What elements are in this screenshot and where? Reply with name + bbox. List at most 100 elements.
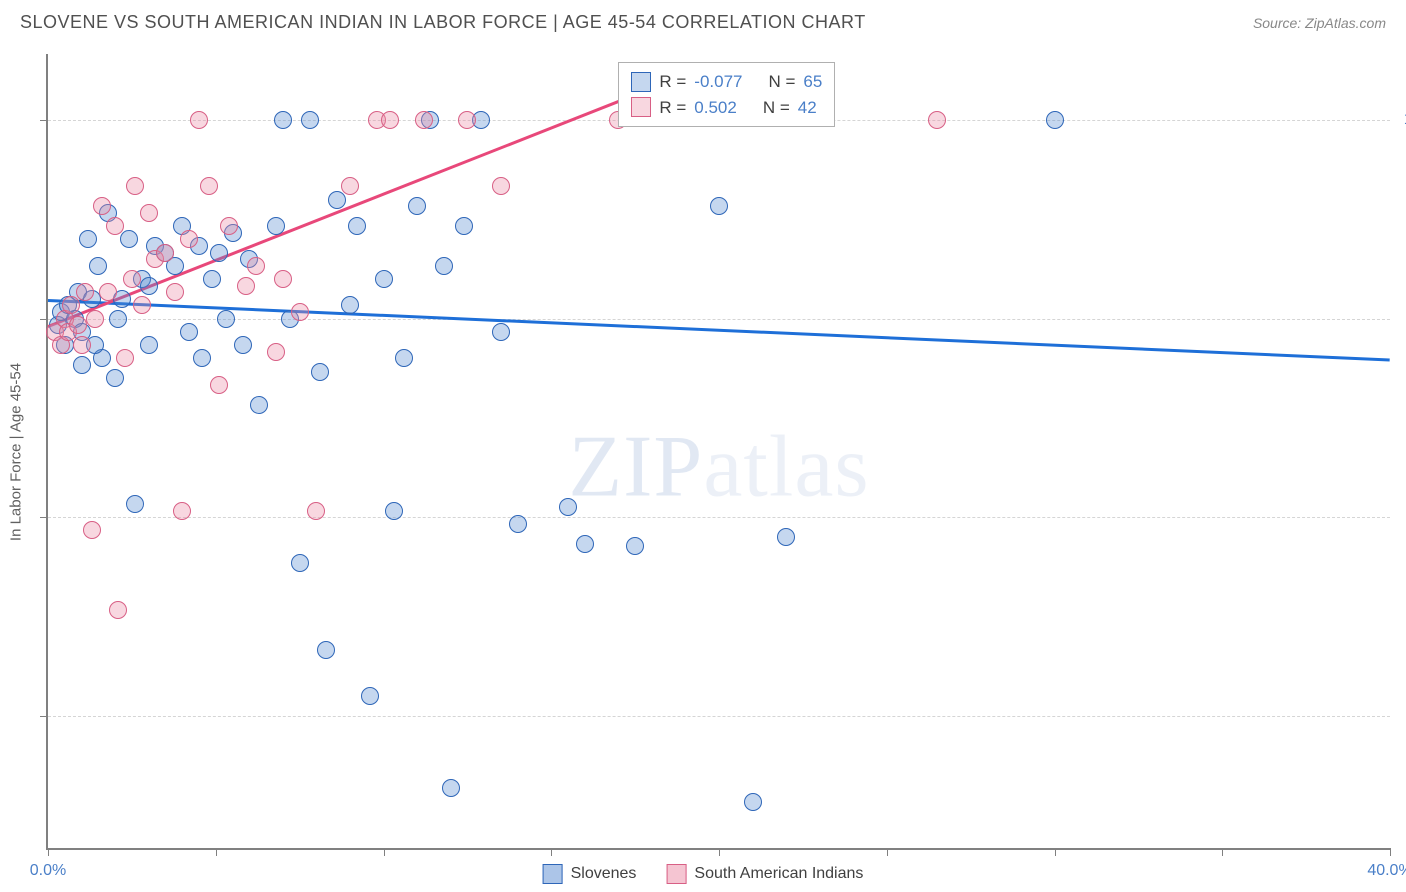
legend-swatch bbox=[666, 864, 686, 884]
gridline-h bbox=[48, 716, 1390, 717]
data-point bbox=[408, 197, 426, 215]
data-point bbox=[140, 336, 158, 354]
trend-line bbox=[48, 94, 636, 328]
y-tick bbox=[40, 319, 48, 320]
data-point bbox=[62, 296, 80, 314]
data-point bbox=[415, 111, 433, 129]
plot-area: ZIPatlas 55.0%70.0%85.0%100.0%0.0%40.0%R… bbox=[46, 54, 1390, 850]
data-point bbox=[559, 498, 577, 516]
watermark-bold: ZIP bbox=[568, 418, 703, 515]
chart-source: Source: ZipAtlas.com bbox=[1253, 15, 1386, 31]
data-point bbox=[79, 230, 97, 248]
data-point bbox=[385, 502, 403, 520]
data-point bbox=[73, 356, 91, 374]
y-axis-label: In Labor Force | Age 45-54 bbox=[8, 363, 25, 541]
data-point bbox=[492, 177, 510, 195]
data-point bbox=[274, 270, 292, 288]
data-point bbox=[180, 323, 198, 341]
data-point bbox=[86, 310, 104, 328]
corr-r-value: -0.077 bbox=[694, 69, 742, 95]
data-point bbox=[509, 515, 527, 533]
corr-n-value: 65 bbox=[803, 69, 822, 95]
data-point bbox=[173, 502, 191, 520]
data-point bbox=[267, 217, 285, 235]
x-tick bbox=[1222, 848, 1223, 856]
data-point bbox=[237, 277, 255, 295]
data-point bbox=[435, 257, 453, 275]
data-point bbox=[710, 197, 728, 215]
data-point bbox=[328, 191, 346, 209]
data-point bbox=[777, 528, 795, 546]
watermark-light: atlas bbox=[703, 418, 869, 515]
data-point bbox=[140, 277, 158, 295]
chart-title: SLOVENE VS SOUTH AMERICAN INDIAN IN LABO… bbox=[20, 12, 866, 33]
data-point bbox=[190, 111, 208, 129]
data-point bbox=[99, 283, 117, 301]
x-tick-label: 40.0% bbox=[1367, 862, 1406, 880]
data-point bbox=[928, 111, 946, 129]
data-point bbox=[381, 111, 399, 129]
data-point bbox=[210, 376, 228, 394]
data-point bbox=[341, 296, 359, 314]
data-point bbox=[395, 349, 413, 367]
x-tick bbox=[1390, 848, 1391, 856]
data-point bbox=[89, 257, 107, 275]
legend-swatch bbox=[543, 864, 563, 884]
data-point bbox=[126, 177, 144, 195]
legend-item: South American Indians bbox=[666, 864, 863, 884]
data-point bbox=[455, 217, 473, 235]
data-point bbox=[203, 270, 221, 288]
data-point bbox=[116, 349, 134, 367]
corr-n-label: N = bbox=[763, 95, 790, 121]
data-point bbox=[180, 230, 198, 248]
data-point bbox=[123, 270, 141, 288]
data-point bbox=[576, 535, 594, 553]
data-point bbox=[69, 316, 87, 334]
legend-label: Slovenes bbox=[571, 865, 637, 883]
legend: Slovenes South American Indians bbox=[543, 864, 864, 884]
x-tick bbox=[216, 848, 217, 856]
chart-container: In Labor Force | Age 45-54 ZIPatlas 55.0… bbox=[46, 54, 1390, 850]
gridline-h bbox=[48, 517, 1390, 518]
data-point bbox=[375, 270, 393, 288]
data-point bbox=[210, 244, 228, 262]
data-point bbox=[234, 336, 252, 354]
x-tick bbox=[551, 848, 552, 856]
trend-line bbox=[48, 299, 1390, 361]
gridline-h bbox=[48, 319, 1390, 320]
data-point bbox=[140, 204, 158, 222]
data-point bbox=[166, 283, 184, 301]
x-tick bbox=[1055, 848, 1056, 856]
data-point bbox=[106, 369, 124, 387]
data-point bbox=[109, 601, 127, 619]
corr-r-value: 0.502 bbox=[694, 95, 737, 121]
data-point bbox=[744, 793, 762, 811]
data-point bbox=[442, 779, 460, 797]
data-point bbox=[217, 310, 235, 328]
data-point bbox=[120, 230, 138, 248]
data-point bbox=[193, 349, 211, 367]
legend-swatch bbox=[631, 97, 651, 117]
x-tick bbox=[384, 848, 385, 856]
legend-swatch bbox=[631, 72, 651, 92]
data-point bbox=[126, 495, 144, 513]
data-point bbox=[317, 641, 335, 659]
data-point bbox=[250, 396, 268, 414]
data-point bbox=[247, 257, 265, 275]
data-point bbox=[267, 343, 285, 361]
data-point bbox=[274, 111, 292, 129]
data-point bbox=[341, 177, 359, 195]
data-point bbox=[291, 554, 309, 572]
data-point bbox=[458, 111, 476, 129]
x-tick-label: 0.0% bbox=[30, 862, 66, 880]
y-tick bbox=[40, 517, 48, 518]
watermark: ZIPatlas bbox=[568, 416, 869, 517]
data-point bbox=[73, 336, 91, 354]
data-point bbox=[76, 283, 94, 301]
corr-r-label: R = bbox=[659, 95, 686, 121]
data-point bbox=[106, 217, 124, 235]
legend-label: South American Indians bbox=[694, 865, 863, 883]
data-point bbox=[348, 217, 366, 235]
y-tick bbox=[40, 716, 48, 717]
y-tick bbox=[40, 120, 48, 121]
